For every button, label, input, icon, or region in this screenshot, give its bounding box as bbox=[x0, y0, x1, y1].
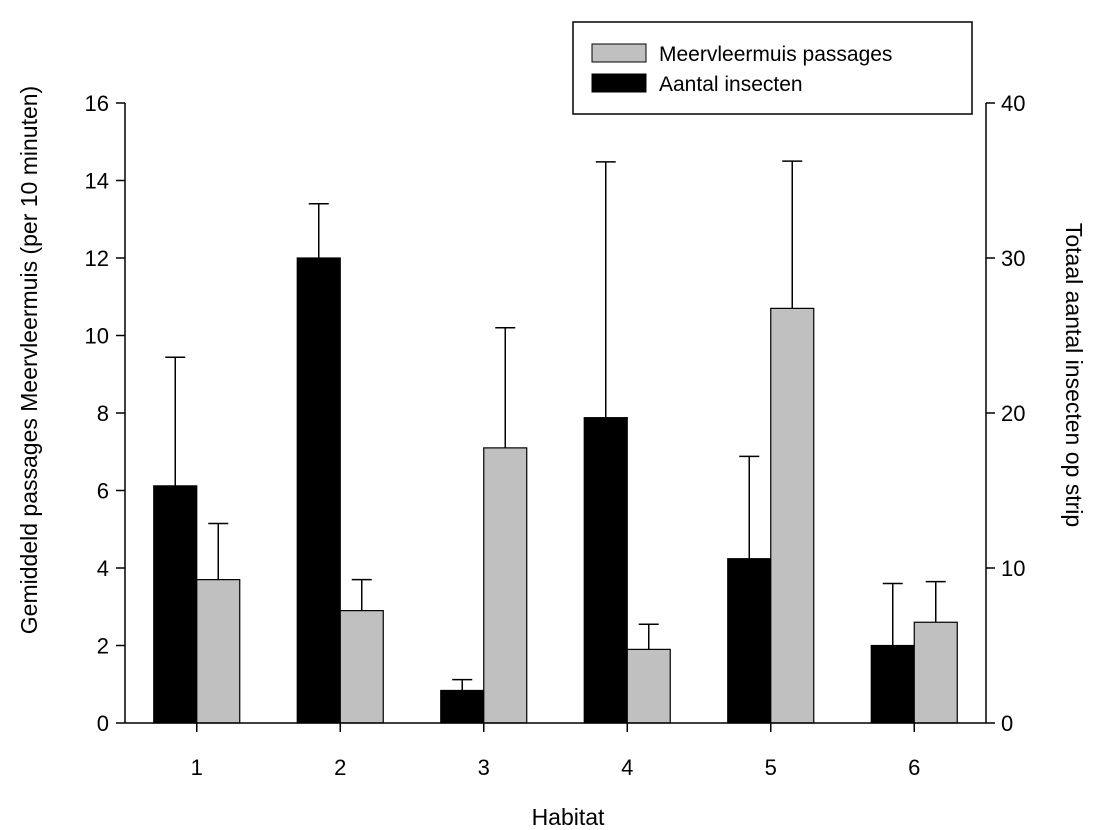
x-tick-label: 4 bbox=[621, 755, 633, 780]
y-tick-label-right: 10 bbox=[1001, 556, 1025, 581]
y-tick-label-right: 40 bbox=[1001, 91, 1025, 116]
legend-swatch-meervleermuis bbox=[591, 43, 647, 63]
x-tick-label: 3 bbox=[478, 755, 490, 780]
x-tick-label: 1 bbox=[191, 755, 203, 780]
y-tick-label-left: 6 bbox=[97, 479, 109, 504]
bar-meervleermuis bbox=[913, 621, 958, 724]
y-tick-label-left: 8 bbox=[97, 401, 109, 426]
bar-meervleermuis bbox=[339, 610, 384, 724]
y-tick-label-left: 0 bbox=[97, 711, 109, 736]
y-tick-label-left: 2 bbox=[97, 634, 109, 659]
y-tick-label-right: 0 bbox=[1001, 711, 1013, 736]
legend-label-insecten: Aantal insecten bbox=[659, 73, 803, 96]
legend-label-meervleermuis: Meervleermuis passages bbox=[659, 43, 892, 66]
bar-insecten bbox=[440, 689, 485, 724]
x-tick-label: 5 bbox=[765, 755, 777, 780]
bar-insecten bbox=[870, 644, 915, 724]
bar-meervleermuis bbox=[196, 579, 241, 724]
bar-meervleermuis bbox=[626, 648, 671, 724]
y-tick-label-left: 16 bbox=[85, 91, 109, 116]
legend-box bbox=[572, 21, 973, 115]
x-axis-title: Habitat bbox=[532, 804, 605, 830]
y-axis-title-right: Totaal aantal insecten op strip bbox=[1061, 223, 1087, 527]
x-tick-label: 6 bbox=[908, 755, 920, 780]
bar-insecten bbox=[296, 257, 341, 724]
legend: Meervleermuis passages Aantal insecten bbox=[572, 21, 973, 115]
bar-meervleermuis bbox=[483, 447, 528, 724]
y-tick-label-left: 12 bbox=[85, 246, 109, 271]
legend-swatch-insecten bbox=[591, 73, 647, 93]
bar-meervleermuis bbox=[770, 307, 815, 724]
y-tick-label-left: 4 bbox=[97, 556, 109, 581]
bar-insecten bbox=[727, 558, 772, 724]
bar-insecten bbox=[153, 485, 198, 724]
y-axis-title-left: Gemiddeld passages Meervleermuis (per 10… bbox=[16, 86, 42, 634]
y-tick-label-right: 30 bbox=[1001, 246, 1025, 271]
x-tick-label: 2 bbox=[334, 755, 346, 780]
y-tick-label-left: 14 bbox=[85, 169, 109, 194]
y-tick-label-left: 10 bbox=[85, 324, 109, 349]
y-tick-label-right: 20 bbox=[1001, 401, 1025, 426]
bar-insecten bbox=[583, 417, 628, 724]
